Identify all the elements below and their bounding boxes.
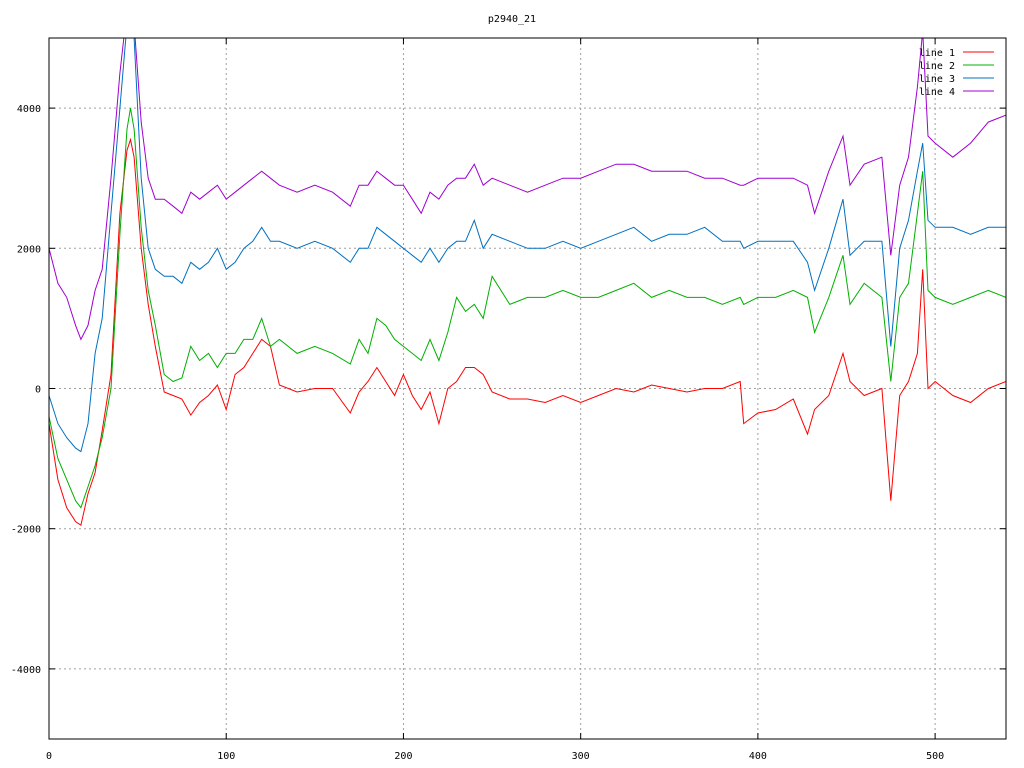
y-tick-label: -2000 xyxy=(11,525,41,536)
y-tick-label: -4000 xyxy=(11,665,41,676)
y-tick-label: 0 xyxy=(35,385,41,396)
legend-label: line 3 xyxy=(919,74,955,85)
chart-title: p2940_21 xyxy=(488,14,536,25)
y-tick-label: 2000 xyxy=(17,244,41,255)
x-tick-label: 300 xyxy=(572,751,590,762)
series-line-3 xyxy=(49,38,1006,453)
legend: line 1 line 2 line 3 line 4 xyxy=(919,48,994,98)
legend-label: line 4 xyxy=(919,87,955,98)
series-line-1 xyxy=(49,137,1006,527)
x-tick-label: 200 xyxy=(394,751,412,762)
legend-label: line 1 xyxy=(919,48,955,59)
x-tick-label: 0 xyxy=(46,751,52,762)
axis-ticks: 0 100 200 300 400 500 -4000 -2000 0 2000 4000 xyxy=(11,38,1006,762)
series-lines xyxy=(49,38,1006,527)
series-line-2 xyxy=(49,108,1006,509)
grid xyxy=(49,38,1006,739)
legend-label: line 2 xyxy=(919,61,955,72)
x-tick-label: 500 xyxy=(926,751,944,762)
x-tick-label: 100 xyxy=(217,751,235,762)
y-tick-label: 4000 xyxy=(17,104,41,115)
x-tick-label: 400 xyxy=(749,751,767,762)
series-line-4 xyxy=(49,38,1006,341)
plot-frame xyxy=(48,37,1007,740)
